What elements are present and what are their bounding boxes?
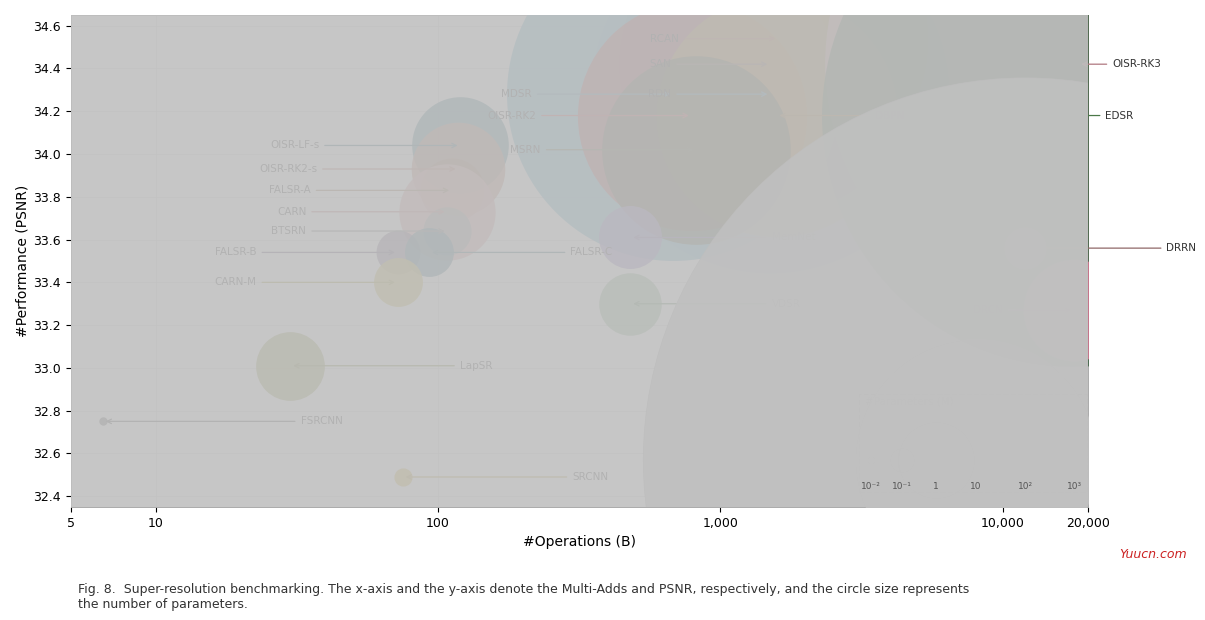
Text: OISR-RK3: OISR-RK3 [1082,59,1162,69]
Point [1064,305,1083,315]
X-axis label: #Operations (B): #Operations (B) [523,535,636,549]
Text: DRRN: DRRN [1029,243,1197,253]
Text: OISR-RK2: OISR-RK2 [487,110,687,120]
Text: #Parameters (M): #Parameters (M) [865,397,953,407]
Point [621,232,640,242]
Point [966,455,986,465]
Point [437,226,457,236]
Text: DBPN: DBPN [781,110,905,120]
Text: 10⁻²: 10⁻² [860,482,881,491]
Text: RCAN: RCAN [651,33,774,43]
Point [769,33,788,43]
Text: SRCNN: SRCNN [407,472,609,482]
Text: FALSR-A: FALSR-A [269,185,448,195]
Point [893,455,912,465]
Bar [859,394,1087,492]
Point [682,110,701,120]
Point [760,60,780,69]
Text: OISR-RK2-s: OISR-RK2-s [259,164,454,174]
Point [388,247,407,257]
Point [1016,455,1035,465]
Point [393,472,412,482]
Point [451,141,470,151]
Text: MemNet: MemNet [635,232,816,242]
Text: FALSR-C: FALSR-C [434,247,612,257]
Text: Fig. 8.  Super-resolution benchmarking. The x-axis and the y-axis denote the Mul: Fig. 8. Super-resolution benchmarking. T… [78,583,970,611]
Text: RDN: RDN [648,89,766,99]
Point [448,164,468,174]
Point [281,361,300,371]
Point [419,247,439,257]
Text: BTSRN: BTSRN [271,226,443,236]
Text: LapSR: LapSR [294,361,493,371]
Text: MDSR: MDSR [501,89,669,99]
Text: OISR-LF-s: OISR-LF-s [270,141,457,151]
Point [388,277,407,287]
Text: SAN: SAN [649,59,766,69]
Point [1016,243,1035,253]
Point [437,207,457,217]
Point [93,417,112,427]
Text: DRCN: DRCN [974,305,1069,315]
Text: 10⁻¹: 10⁻¹ [892,482,912,491]
Point [766,110,786,120]
Text: 10³: 10³ [1068,482,1082,491]
Text: 1: 1 [933,482,939,491]
Text: FSRCNN: FSRCNN [107,417,342,427]
Point [927,455,946,465]
Point [860,455,880,465]
Point [442,185,462,195]
Point [687,145,706,155]
Point [664,89,683,99]
Text: MSRN: MSRN [511,144,692,155]
Point [1065,455,1084,465]
Text: FALSR-B: FALSR-B [214,247,394,257]
Text: EDSR: EDSR [1076,110,1134,120]
Point [1062,110,1081,120]
Text: CARN-M: CARN-M [214,277,394,287]
Text: Yuucn.com: Yuucn.com [1119,548,1187,561]
Text: 10: 10 [970,482,981,491]
Point [621,299,640,309]
Text: VDSR: VDSR [635,299,800,309]
Point [1069,60,1088,69]
Y-axis label: #Performance (PSNR): #Performance (PSNR) [14,185,29,337]
Point [760,89,780,99]
Text: 10²: 10² [1018,482,1033,491]
Text: CARN: CARN [277,206,443,217]
